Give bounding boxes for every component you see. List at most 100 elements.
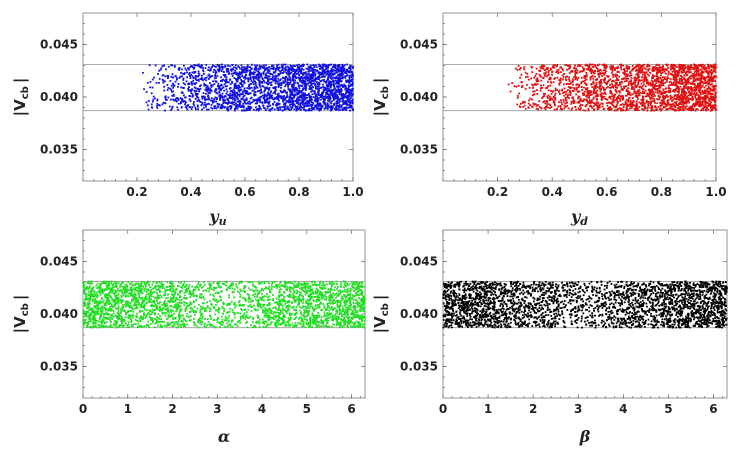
data-point — [637, 81, 640, 84]
data-point — [322, 88, 325, 91]
data-point — [188, 105, 191, 108]
data-point — [692, 79, 695, 82]
data-point — [655, 108, 657, 111]
data-point — [681, 88, 684, 91]
data-point — [177, 97, 179, 100]
data-point — [633, 88, 636, 91]
data-point — [586, 67, 589, 70]
data-point — [626, 92, 629, 95]
data-point — [540, 107, 543, 110]
data-point — [240, 93, 243, 96]
data-point — [327, 85, 330, 88]
data-point — [548, 76, 551, 79]
data-point — [309, 78, 312, 81]
data-point — [234, 92, 237, 95]
data-point — [296, 91, 299, 94]
data-point — [247, 85, 250, 87]
data-point — [594, 69, 596, 72]
data-point — [327, 104, 330, 107]
data-point — [678, 95, 681, 98]
data-point — [713, 89, 716, 91]
data-point — [225, 80, 227, 83]
data-point — [156, 106, 159, 109]
data-point — [331, 80, 334, 83]
data-point — [676, 65, 679, 68]
data-point — [204, 76, 207, 79]
data-point — [250, 96, 253, 99]
data-point — [283, 81, 286, 84]
data-point — [708, 100, 711, 103]
data-point — [563, 73, 565, 75]
data-point — [667, 73, 670, 76]
data-point — [285, 100, 288, 102]
data-point — [309, 81, 312, 84]
data-point — [297, 63, 300, 66]
data-point — [170, 84, 173, 87]
data-point — [699, 82, 702, 85]
data-point — [710, 98, 713, 101]
data-point — [237, 89, 240, 92]
data-point — [350, 92, 352, 95]
data-point — [641, 71, 644, 74]
data-point — [231, 96, 234, 98]
data-point — [600, 97, 603, 100]
data-point — [281, 65, 284, 68]
data-point — [296, 81, 299, 84]
data-point — [625, 66, 628, 69]
data-point — [224, 74, 227, 77]
data-point — [658, 91, 661, 94]
data-point — [211, 101, 214, 104]
data-point — [343, 83, 346, 86]
data-point — [624, 102, 627, 104]
data-point — [571, 70, 574, 73]
data-point — [705, 67, 708, 70]
data-point — [214, 80, 217, 83]
data-point — [516, 94, 519, 97]
data-point — [713, 67, 716, 70]
data-point — [351, 102, 354, 105]
data-point — [205, 92, 207, 95]
data-point — [636, 109, 639, 111]
data-point — [652, 66, 655, 68]
data-point — [683, 67, 686, 70]
data-point — [310, 64, 312, 67]
data-point — [640, 87, 643, 90]
data-point — [567, 89, 569, 91]
data-point — [323, 75, 326, 78]
data-point — [344, 87, 347, 90]
data-point — [607, 101, 610, 104]
data-point — [685, 82, 688, 84]
data-point — [675, 109, 678, 112]
data-point — [318, 87, 320, 90]
data-point — [302, 108, 305, 111]
data-point — [541, 76, 544, 79]
data-point — [233, 109, 236, 112]
data-point — [270, 81, 273, 84]
data-point — [346, 95, 349, 97]
data-point — [694, 64, 697, 66]
data-point — [259, 74, 262, 77]
data-point — [253, 86, 256, 89]
data-point — [182, 100, 185, 103]
data-point — [238, 75, 240, 78]
data-point — [345, 79, 347, 82]
data-point — [245, 107, 248, 110]
data-point — [598, 82, 601, 85]
data-point — [712, 76, 714, 79]
data-point — [542, 84, 545, 87]
data-point — [556, 69, 559, 72]
data-point — [690, 92, 693, 95]
data-point — [275, 95, 278, 98]
data-point — [198, 100, 201, 103]
data-point — [151, 100, 154, 103]
data-point — [559, 71, 562, 74]
data-point — [316, 108, 319, 110]
data-point — [590, 101, 593, 104]
data-point — [623, 67, 626, 70]
data-point — [246, 66, 249, 69]
data-point — [318, 109, 321, 112]
data-point — [513, 85, 516, 88]
data-point — [237, 76, 239, 79]
data-point — [302, 80, 305, 83]
